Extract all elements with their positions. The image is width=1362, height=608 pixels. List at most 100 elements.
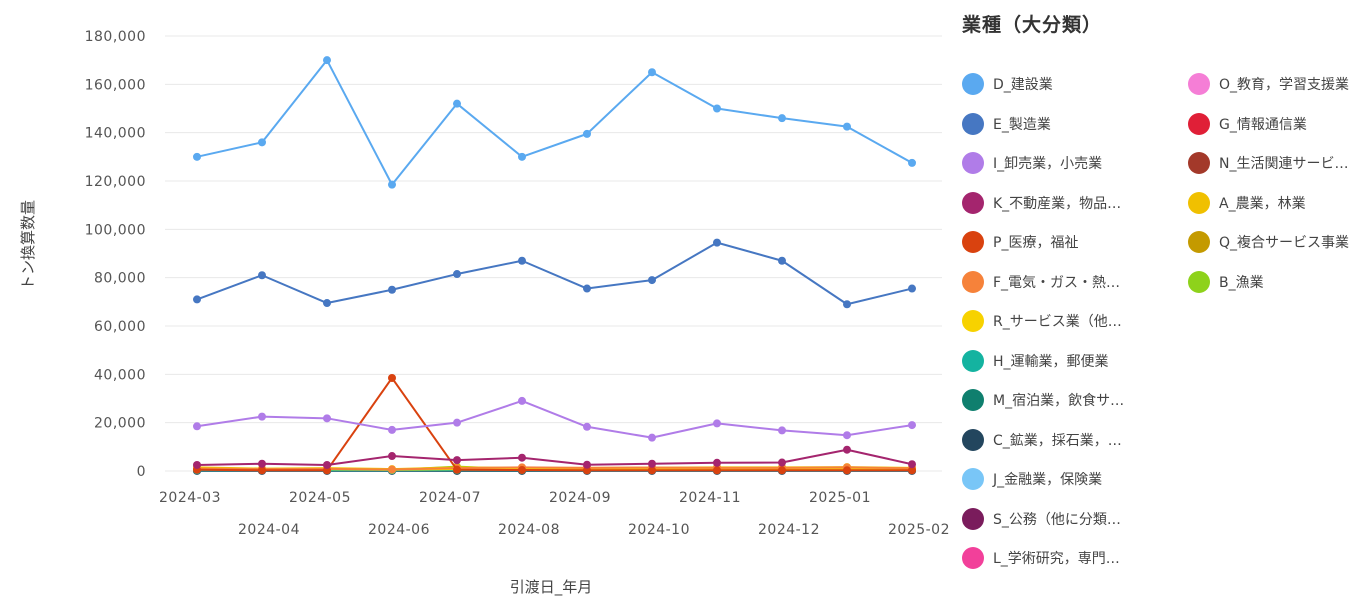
data-point[interactable]	[843, 431, 851, 440]
data-point[interactable]	[518, 256, 526, 265]
data-point[interactable]	[908, 466, 916, 475]
data-point[interactable]	[193, 152, 201, 161]
data-point[interactable]	[323, 299, 331, 308]
series-2	[193, 396, 916, 442]
data-point[interactable]	[388, 373, 396, 382]
legend-item[interactable]: L_学術研究，専門…	[962, 546, 1120, 570]
data-point[interactable]	[388, 180, 396, 189]
legend-item[interactable]: R_サービス業（他…	[962, 309, 1122, 333]
data-point[interactable]	[583, 284, 591, 293]
legend-item[interactable]: O_教育，学習支援業	[1188, 72, 1349, 96]
legend-label: B_漁業	[1219, 274, 1264, 291]
legend-swatch	[962, 231, 984, 253]
legend-swatch	[962, 270, 984, 293]
data-point[interactable]	[778, 458, 786, 467]
data-point[interactable]	[258, 412, 266, 421]
legend-item[interactable]: D_建設業	[962, 72, 1053, 96]
data-point[interactable]	[908, 460, 916, 469]
y-tick-label: 60,000	[94, 319, 146, 335]
legend-label: P_医療，福祉	[993, 235, 1079, 251]
data-point[interactable]	[843, 445, 851, 454]
data-point[interactable]	[453, 99, 461, 108]
data-point[interactable]	[258, 459, 266, 468]
data-point[interactable]	[518, 152, 526, 161]
legend-item[interactable]: F_電気・ガス・熱…	[962, 270, 1120, 294]
data-point[interactable]	[908, 421, 916, 430]
legend-item[interactable]: C_鉱業，採石業，…	[962, 428, 1122, 452]
data-point[interactable]	[518, 466, 526, 475]
data-point[interactable]	[388, 465, 396, 474]
data-point[interactable]	[583, 129, 591, 138]
data-point[interactable]	[518, 453, 526, 462]
legend-item[interactable]: Q_複合サービス事業	[1188, 230, 1349, 254]
data-point[interactable]	[258, 138, 266, 147]
data-point[interactable]	[323, 56, 331, 65]
legend-swatch	[962, 468, 984, 490]
legend-item[interactable]: G_情報通信業	[1188, 112, 1307, 136]
legend-swatch	[962, 310, 984, 332]
x-axis-ticks: 2024-03 2024-04 2024-05 2024-06 2024-07 2024-…	[159, 490, 950, 538]
data-point[interactable]	[193, 295, 201, 304]
x-tick-label: 2024-12	[758, 522, 820, 538]
x-tick-label: 2024-07	[419, 490, 481, 506]
data-point[interactable]	[323, 460, 331, 469]
legend-item[interactable]: P_医療，福祉	[962, 230, 1078, 254]
data-point[interactable]	[518, 396, 526, 405]
data-point[interactable]	[258, 271, 266, 280]
data-point[interactable]	[388, 452, 396, 461]
data-point[interactable]	[453, 465, 461, 474]
legend-label: S_公務（他に分類…	[993, 511, 1121, 528]
data-point[interactable]	[648, 466, 656, 475]
data-point[interactable]	[453, 270, 461, 279]
legend-item[interactable]: E_製造業	[962, 112, 1051, 136]
legend-swatch	[962, 507, 984, 530]
data-point[interactable]	[648, 68, 656, 77]
series-line	[196, 448, 913, 466]
data-point[interactable]	[388, 285, 396, 294]
legend-item[interactable]: K_不動産業，物品…	[962, 191, 1121, 215]
data-point[interactable]	[323, 414, 331, 423]
data-point[interactable]	[713, 104, 721, 113]
series-line	[196, 376, 912, 472]
data-point[interactable]	[778, 256, 786, 265]
legend-label: Q_複合サービス事業	[1219, 235, 1350, 251]
series-1	[193, 238, 916, 309]
data-point[interactable]	[713, 458, 721, 467]
data-point[interactable]	[778, 466, 786, 475]
data-point[interactable]	[453, 418, 461, 427]
data-point[interactable]	[388, 425, 396, 434]
legend-item[interactable]: H_運輸業，郵便業	[962, 349, 1109, 373]
legend-item[interactable]: A_農業，林業	[1188, 191, 1306, 215]
data-point[interactable]	[778, 426, 786, 435]
data-point[interactable]	[713, 238, 721, 247]
data-point[interactable]	[583, 422, 591, 431]
legend-item[interactable]: I_卸売業，小売業	[962, 151, 1102, 175]
legend-item[interactable]: S_公務（他に分類…	[962, 507, 1121, 531]
data-point[interactable]	[193, 422, 201, 431]
data-point[interactable]	[843, 122, 851, 131]
series-line	[196, 466, 913, 471]
data-point[interactable]	[193, 460, 201, 469]
data-point[interactable]	[583, 466, 591, 475]
data-point[interactable]	[908, 158, 916, 167]
legend-item[interactable]: M_宿泊業，飲食サ…	[962, 388, 1124, 412]
data-point[interactable]	[258, 466, 266, 475]
legend-item[interactable]: J_金融業，保険業	[962, 467, 1102, 491]
legend-item[interactable]: B_漁業	[1188, 270, 1264, 294]
grid-lines	[165, 35, 942, 472]
data-point[interactable]	[648, 276, 656, 285]
data-point[interactable]	[713, 466, 721, 475]
data-point[interactable]	[713, 419, 721, 428]
data-point[interactable]	[648, 459, 656, 468]
legend-label: N_生活関連サービ…	[1219, 156, 1349, 172]
data-point[interactable]	[778, 114, 786, 123]
legend-swatch	[1188, 112, 1210, 135]
data-point[interactable]	[908, 284, 916, 293]
data-point[interactable]	[843, 300, 851, 309]
data-point[interactable]	[453, 456, 461, 465]
legend-label: J_金融業，保険業	[993, 472, 1103, 488]
data-point[interactable]	[843, 466, 851, 475]
legend-item[interactable]: N_生活関連サービ…	[1188, 151, 1348, 175]
data-point[interactable]	[648, 433, 656, 442]
data-point[interactable]	[583, 460, 591, 469]
